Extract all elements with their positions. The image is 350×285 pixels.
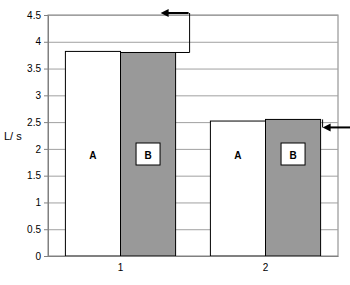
arrow-head [161,9,169,17]
tick: 1 [35,197,48,208]
tick: 2.5 [27,117,48,128]
tick-mark [44,149,48,150]
arrows [161,9,350,131]
x-axis: 12 [49,256,339,273]
tick: 3.5 [27,63,48,74]
series-name: B [144,150,151,161]
tick: 4 [35,36,48,47]
bar [266,119,321,256]
series-label: B [136,143,160,165]
plot-frame [48,15,338,256]
tick: 0 [35,251,48,262]
tick-mark [44,95,48,96]
tick-mark [44,69,48,70]
tick-label: 0.5 [27,224,41,235]
tick-mark [44,229,48,230]
tick-mark [44,176,48,177]
tick-mark [44,256,48,257]
tick-label: 3 [35,90,41,101]
grid-line [48,256,338,257]
series-name: B [289,150,296,161]
axis-line [44,16,49,257]
y-axis: 0 0.5 1 1.5 2 2.5 3 3.5 4 4.5 [27,10,48,262]
label-box [136,143,160,165]
tick: 2 [35,144,48,155]
tick-label: 3.5 [27,63,41,74]
bar [65,51,120,256]
tick: 1 [118,256,124,273]
tick: 1.5 [27,170,48,181]
tick-label: 1 [35,197,41,208]
arrow-line [322,119,323,127]
arrow-line [189,13,190,52]
arrow-shaft [329,126,350,128]
tick: 3 [35,90,48,101]
arrow-line [176,52,190,53]
series-label: A [89,150,96,161]
tick-label: 1.5 [27,170,41,181]
arrow-head [323,123,331,131]
tick-label: 4.5 [27,10,41,21]
grid [48,16,338,257]
series-name: A [89,150,96,161]
bar [210,121,265,256]
tick: 0.5 [27,224,48,235]
arrow-shaft [167,12,189,14]
grid-line [48,15,338,16]
tick: 2 [263,256,269,273]
bars [65,51,320,256]
tick: 4.5 [27,10,48,21]
grid-line [48,42,338,43]
tick-mark [44,42,48,43]
series-label: B [281,143,305,165]
tick-label: 1 [118,262,124,273]
tick-mark [44,122,48,123]
tick-label: 4 [35,36,41,47]
tick-label: 2 [35,144,41,155]
label-box [281,143,305,165]
tick-label: 0 [35,251,41,262]
tick-label: 2.5 [27,117,41,128]
chart: 00.511.522.533.544.512L/ sAABB [0,0,350,285]
series-label: A [234,150,241,161]
tick-mark [44,202,48,203]
series-name: A [234,150,241,161]
bar [121,52,176,256]
tick-label: 2 [263,262,269,273]
axis-title: L/ s [4,130,22,142]
axis-line [49,256,339,257]
tick-mark [44,15,48,16]
